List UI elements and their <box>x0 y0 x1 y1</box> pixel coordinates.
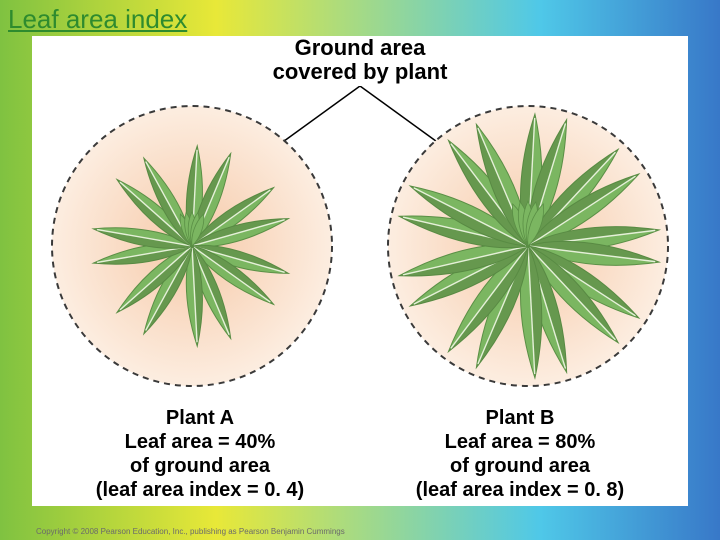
page-title: Leaf area index <box>8 4 187 35</box>
plant-a-zone <box>42 96 342 396</box>
ground-area-label-l1: Ground area <box>295 35 426 60</box>
diagram-panel: Ground area covered by plant Plant A Lea… <box>32 36 688 506</box>
copyright-text: Copyright © 2008 Pearson Education, Inc.… <box>36 527 345 536</box>
plant-b-caption-l3: of ground area <box>450 455 590 477</box>
plant-a-caption-l1: Plant A <box>166 407 234 429</box>
plant-a-caption: Plant A Leaf area = 40% of ground area (… <box>50 406 350 502</box>
plant-b-diagram <box>378 96 678 396</box>
plant-b-caption-l1: Plant B <box>486 407 555 429</box>
plant-b-caption: Plant B Leaf area = 80% of ground area (… <box>370 406 670 502</box>
plant-a-caption-l2: Leaf area = 40% <box>125 431 276 453</box>
ground-area-label: Ground area covered by plant <box>273 36 448 84</box>
plant-a-caption-l4: (leaf area index = 0. 4) <box>96 479 304 501</box>
plant-b-zone <box>378 96 678 396</box>
plant-b-caption-l2: Leaf area = 80% <box>445 431 596 453</box>
ground-area-label-l2: covered by plant <box>273 59 448 84</box>
plant-a-caption-l3: of ground area <box>130 455 270 477</box>
plant-a-diagram <box>42 96 342 396</box>
plant-b-caption-l4: (leaf area index = 0. 8) <box>416 479 624 501</box>
